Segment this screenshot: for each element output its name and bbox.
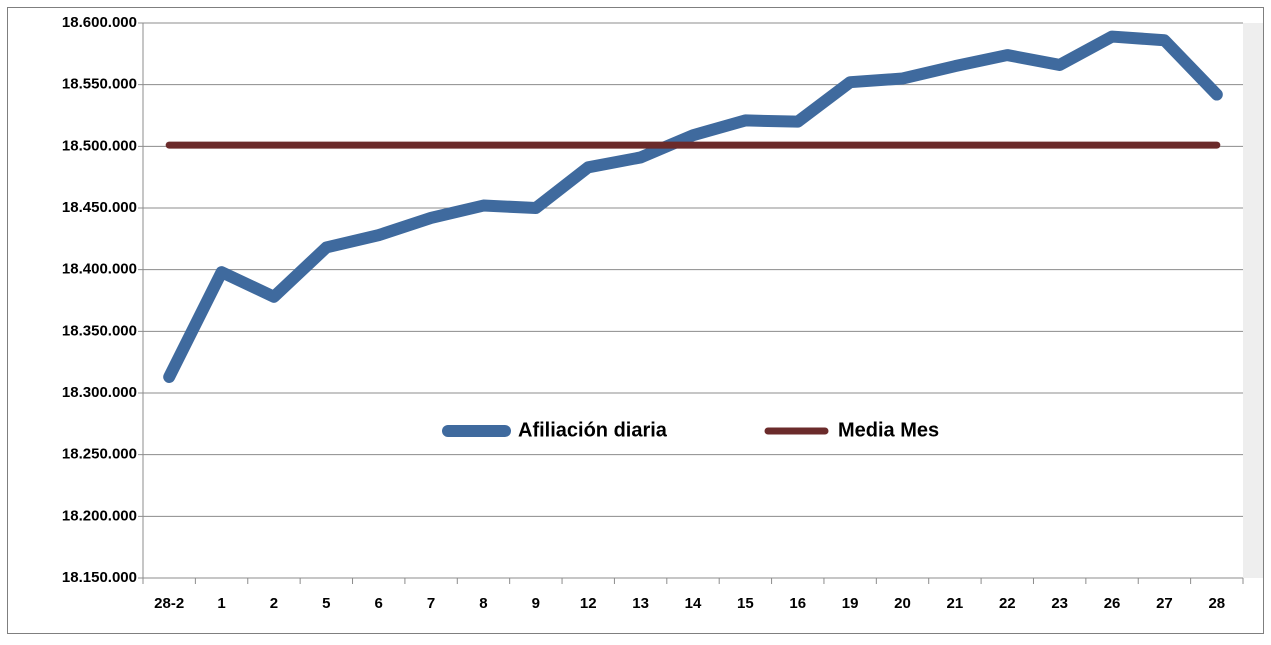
plot-edge: [1243, 23, 1263, 578]
y-tick-label: 18.150.000: [62, 569, 137, 586]
x-tick-label: 2: [270, 595, 278, 612]
legend-label: Media Mes: [838, 419, 939, 441]
y-tick-label: 18.250.000: [62, 446, 137, 463]
x-tick-label: 14: [685, 595, 702, 612]
y-tick-label: 18.300.000: [62, 384, 137, 401]
x-tick-label: 16: [789, 595, 806, 612]
x-tick-label: 15: [737, 595, 754, 612]
x-tick-label: 21: [947, 595, 964, 612]
x-tick-label: 26: [1104, 595, 1121, 612]
x-tick-label: 8: [479, 595, 487, 612]
x-tick-label: 5: [322, 595, 330, 612]
y-tick-label: 18.400.000: [62, 261, 137, 278]
x-tick-label: 6: [375, 595, 383, 612]
y-tick-label: 18.200.000: [62, 507, 137, 524]
x-tick-label: 19: [842, 595, 859, 612]
x-tick-label: 28: [1208, 595, 1225, 612]
x-tick-label: 12: [580, 595, 597, 612]
x-tick-label: 22: [999, 595, 1016, 612]
y-tick-label: 18.350.000: [62, 322, 137, 339]
y-tick-label: 18.500.000: [62, 137, 137, 154]
x-tick-label: 28-2: [154, 595, 184, 612]
series-line: [163, 30, 1223, 383]
x-tick-label: 20: [894, 595, 911, 612]
x-tick-label: 1: [217, 595, 225, 612]
y-tick-label: 18.600.000: [62, 14, 137, 31]
x-tick-label: 9: [532, 595, 540, 612]
y-tick-label: 18.550.000: [62, 76, 137, 93]
legend-label: Afiliación diaria: [518, 419, 668, 441]
x-tick-label: 23: [1051, 595, 1068, 612]
x-tick-label: 7: [427, 595, 435, 612]
x-tick-label: 27: [1156, 595, 1173, 612]
x-tick-label: 13: [632, 595, 649, 612]
y-tick-label: 18.450.000: [62, 199, 137, 216]
chart-border: [7, 7, 1264, 634]
